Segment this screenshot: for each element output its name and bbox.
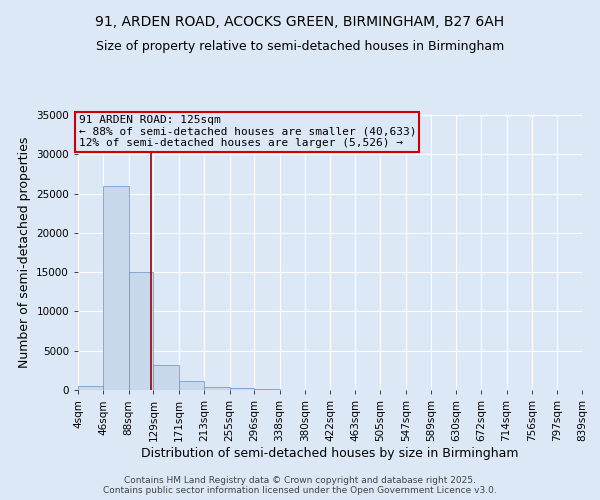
Text: Size of property relative to semi-detached houses in Birmingham: Size of property relative to semi-detach…: [96, 40, 504, 53]
Bar: [78, 386, 103, 390]
Text: 91 ARDEN ROAD: 125sqm
← 88% of semi-detached houses are smaller (40,633)
12% of : 91 ARDEN ROAD: 125sqm ← 88% of semi-deta…: [79, 115, 416, 148]
Text: 91, ARDEN ROAD, ACOCKS GREEN, BIRMINGHAM, B27 6AH: 91, ARDEN ROAD, ACOCKS GREEN, BIRMINGHAM…: [95, 15, 505, 29]
Bar: [179, 382, 204, 390]
Y-axis label: Number of semi-detached properties: Number of semi-detached properties: [17, 137, 31, 368]
Bar: [154, 365, 179, 390]
X-axis label: Distribution of semi-detached houses by size in Birmingham: Distribution of semi-detached houses by …: [141, 446, 519, 460]
Text: Contains HM Land Registry data © Crown copyright and database right 2025.
Contai: Contains HM Land Registry data © Crown c…: [103, 476, 497, 495]
Bar: [230, 388, 254, 390]
Bar: [129, 272, 154, 390]
Bar: [204, 387, 230, 390]
Bar: [103, 186, 129, 390]
